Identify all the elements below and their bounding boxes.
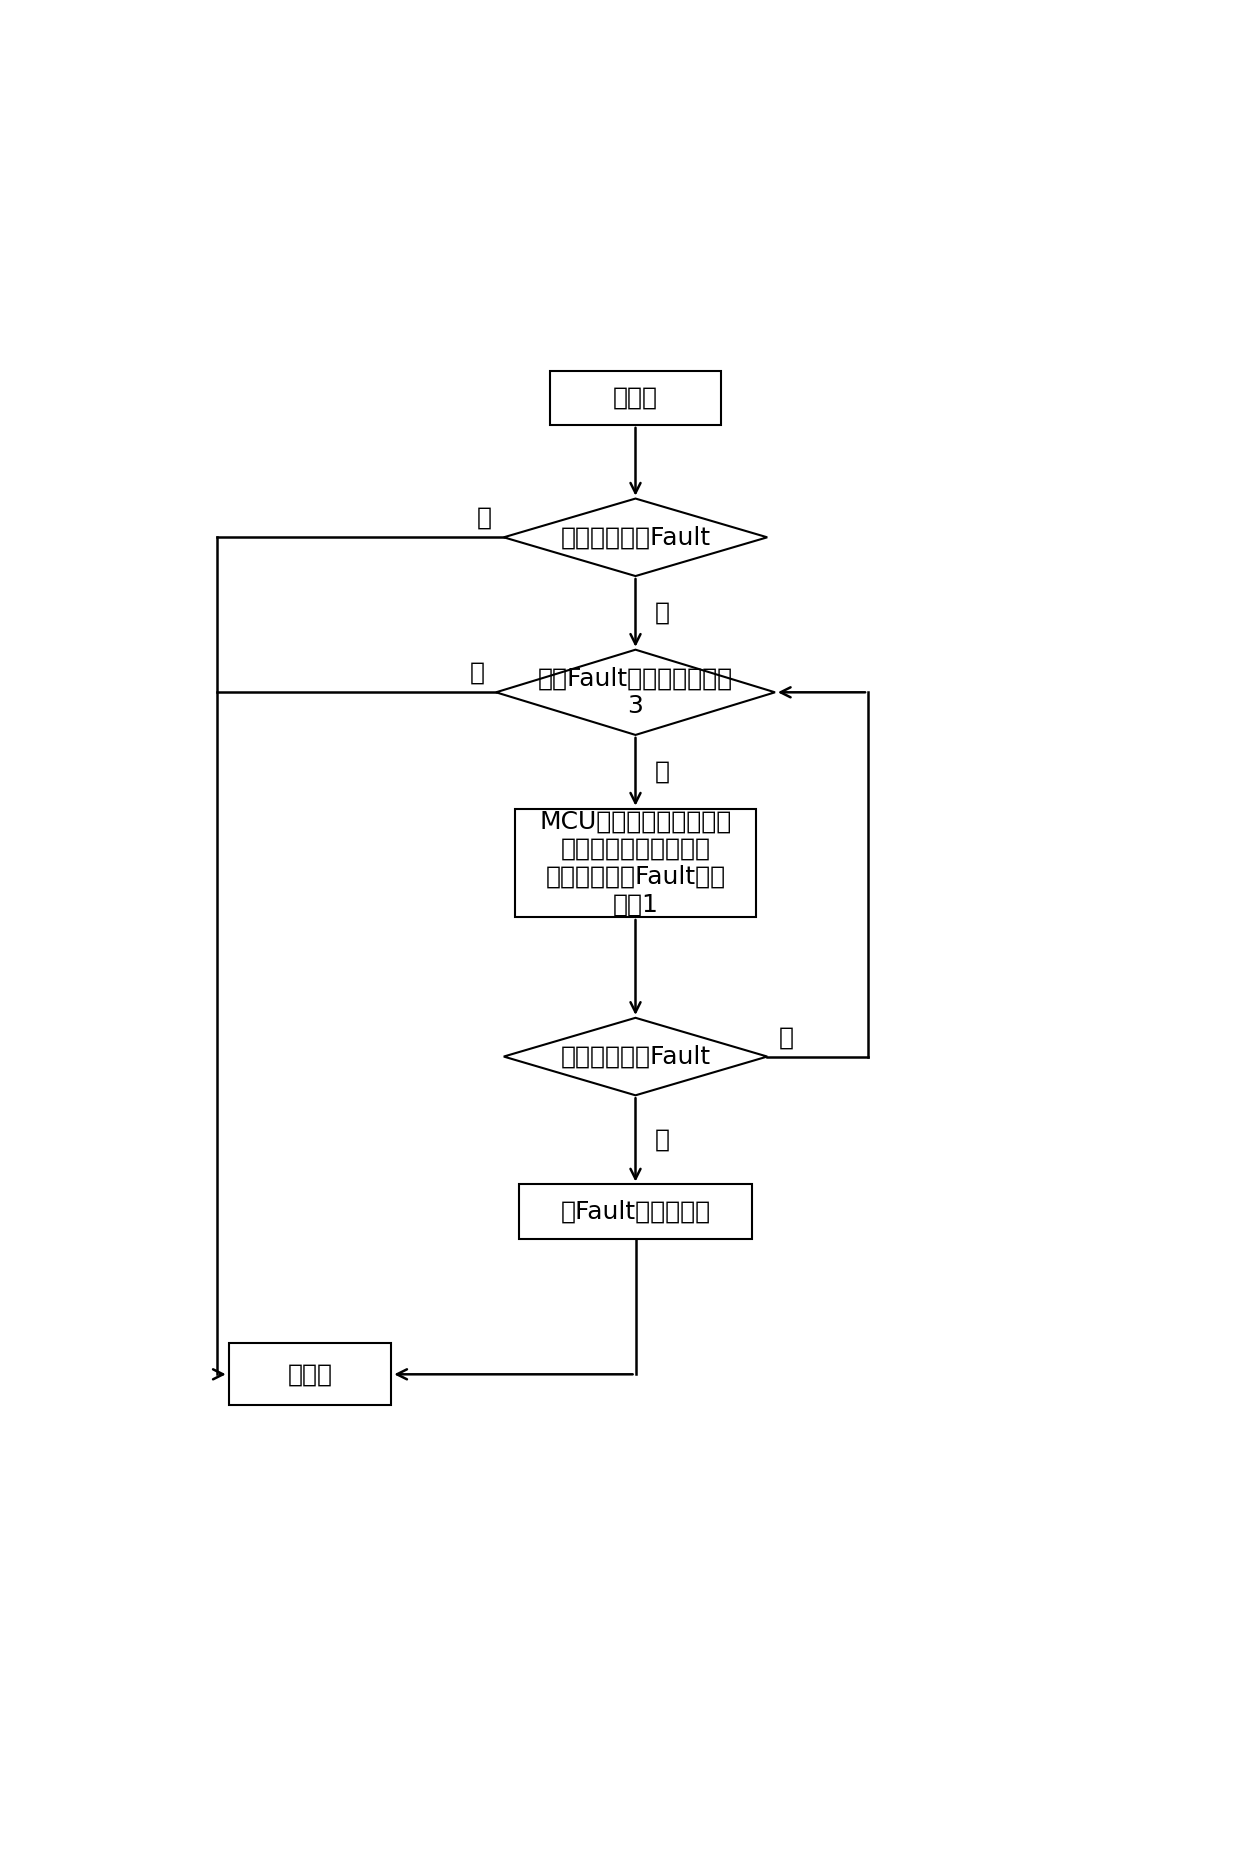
Text: 主程序: 主程序 bbox=[613, 385, 658, 410]
Text: 判断模块是否Fault: 判断模块是否Fault bbox=[560, 1045, 711, 1069]
Text: 否: 否 bbox=[477, 506, 492, 531]
Polygon shape bbox=[503, 499, 768, 575]
Text: 是: 是 bbox=[655, 601, 670, 626]
Text: 否: 否 bbox=[655, 1128, 670, 1153]
Text: 判断Fault计数器是否小于
3: 判断Fault计数器是否小于 3 bbox=[538, 667, 733, 719]
FancyBboxPatch shape bbox=[551, 371, 720, 425]
Text: 是: 是 bbox=[655, 760, 670, 784]
Text: 主程序: 主程序 bbox=[288, 1363, 332, 1387]
FancyBboxPatch shape bbox=[516, 808, 755, 918]
Text: 判断模块是否Fault: 判断模块是否Fault bbox=[560, 525, 711, 549]
Text: MCU发起触发信号给驱动
芯片，使得驱动芯片恢
复正常，同时Fault计数
器加1: MCU发起触发信号给驱动 芯片，使得驱动芯片恢 复正常，同时Fault计数 器加… bbox=[539, 810, 732, 916]
Text: 是: 是 bbox=[779, 1026, 794, 1048]
Text: 否: 否 bbox=[470, 661, 485, 685]
FancyBboxPatch shape bbox=[520, 1184, 751, 1238]
Polygon shape bbox=[503, 1019, 768, 1095]
Text: 将Fault计数器清零: 将Fault计数器清零 bbox=[560, 1199, 711, 1223]
FancyBboxPatch shape bbox=[228, 1343, 392, 1406]
Polygon shape bbox=[496, 650, 775, 735]
